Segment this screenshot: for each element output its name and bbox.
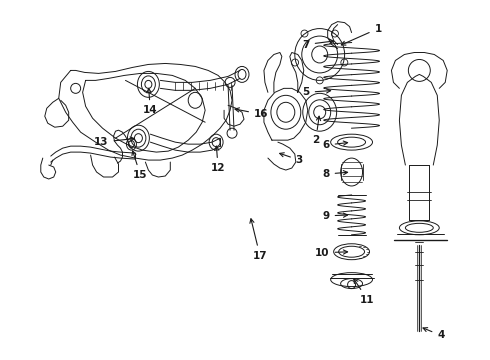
Text: 3: 3 <box>280 153 303 165</box>
Text: 1: 1 <box>342 24 382 45</box>
Text: 9: 9 <box>322 211 347 221</box>
Text: 8: 8 <box>322 169 347 179</box>
Text: 5: 5 <box>302 87 331 97</box>
Text: 6: 6 <box>322 140 347 150</box>
Text: 11: 11 <box>354 279 375 305</box>
Text: 2: 2 <box>312 116 320 145</box>
Text: 13: 13 <box>94 137 134 147</box>
Text: 17: 17 <box>250 219 267 261</box>
Text: 15: 15 <box>132 151 147 180</box>
Text: 7: 7 <box>302 40 334 50</box>
Text: 12: 12 <box>211 146 225 173</box>
Text: 10: 10 <box>315 248 347 258</box>
Text: 4: 4 <box>423 328 444 341</box>
Text: 14: 14 <box>143 88 158 115</box>
Text: 16: 16 <box>235 108 269 119</box>
